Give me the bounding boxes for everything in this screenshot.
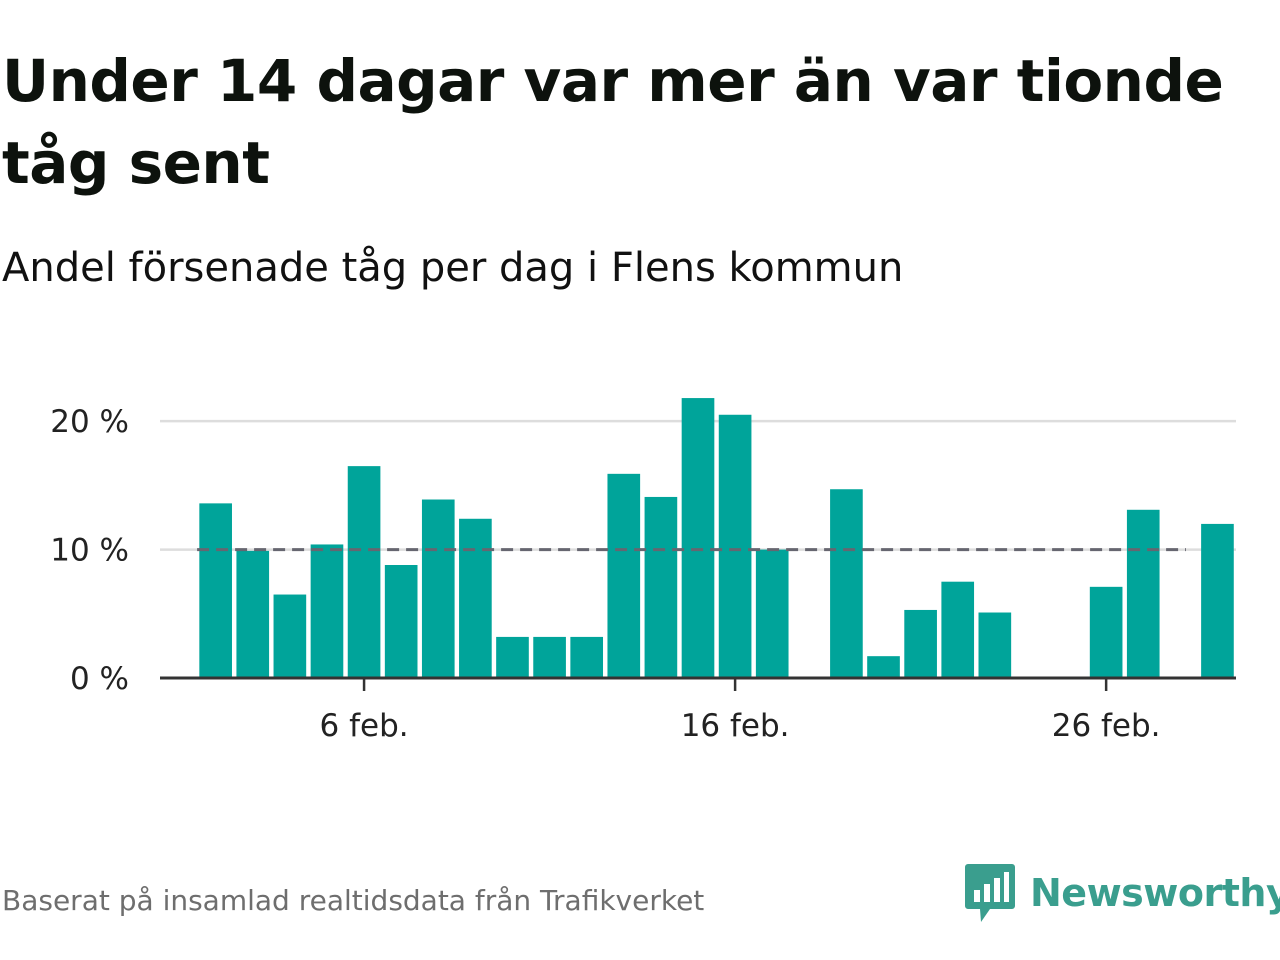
bar-20[interactable] [867, 656, 900, 678]
bar-10[interactable] [496, 636, 529, 678]
chart-subtitle: Andel försenade tåg per dag i Flens komm… [2, 245, 904, 291]
y-tick-label: 10 % [50, 533, 129, 569]
x-axis [160, 676, 1236, 691]
y-axis-labels: 0 % 10 % 20 % [50, 404, 129, 697]
bar-21[interactable] [904, 609, 937, 678]
bar-9[interactable] [459, 518, 492, 678]
newsworthy-logo-text: Newsworthy [1030, 871, 1280, 915]
bar-19[interactable] [830, 489, 863, 678]
bar-5[interactable] [310, 544, 344, 678]
bar-12[interactable] [570, 636, 604, 678]
bar-27[interactable] [1126, 509, 1160, 678]
x-tick-label: 16 feb. [681, 708, 790, 744]
bar-15[interactable] [681, 398, 715, 678]
newsworthy-logo-icon [965, 864, 1015, 922]
y-tick-label: 20 % [50, 404, 129, 440]
x-tick-label: 6 feb. [320, 708, 409, 744]
x-axis-labels: 6 feb. 16 feb. 26 feb. [320, 708, 1161, 744]
bar-2[interactable] [199, 503, 232, 678]
source-note: Baserat på insamlad realtidsdata från Tr… [2, 884, 705, 917]
bar-6[interactable] [347, 466, 381, 678]
bar-14[interactable] [644, 496, 678, 678]
bars [199, 398, 1234, 678]
x-tick-label: 26 feb. [1052, 708, 1161, 744]
bar-11[interactable] [533, 636, 566, 678]
bar-26[interactable] [1089, 586, 1123, 678]
bar-29[interactable] [1201, 523, 1234, 678]
bar-chart: 0 % 10 % 20 % 6 feb. 16 feb. 26 feb. [50, 398, 1236, 744]
bar-23[interactable] [978, 612, 1012, 678]
bar-8[interactable] [421, 499, 455, 678]
bar-7[interactable] [384, 565, 418, 678]
bar-4[interactable] [273, 594, 307, 678]
bar-16[interactable] [718, 414, 752, 678]
bar-13[interactable] [607, 473, 641, 678]
bar-22[interactable] [941, 581, 975, 678]
newsworthy-logo[interactable]: Newsworthy [964, 862, 1280, 924]
y-tick-label: 0 % [70, 661, 129, 697]
bar-17[interactable] [755, 549, 789, 678]
chart-title: Under 14 dagar var mer än var tionde tåg… [2, 47, 1224, 197]
bar-3[interactable] [236, 550, 270, 678]
